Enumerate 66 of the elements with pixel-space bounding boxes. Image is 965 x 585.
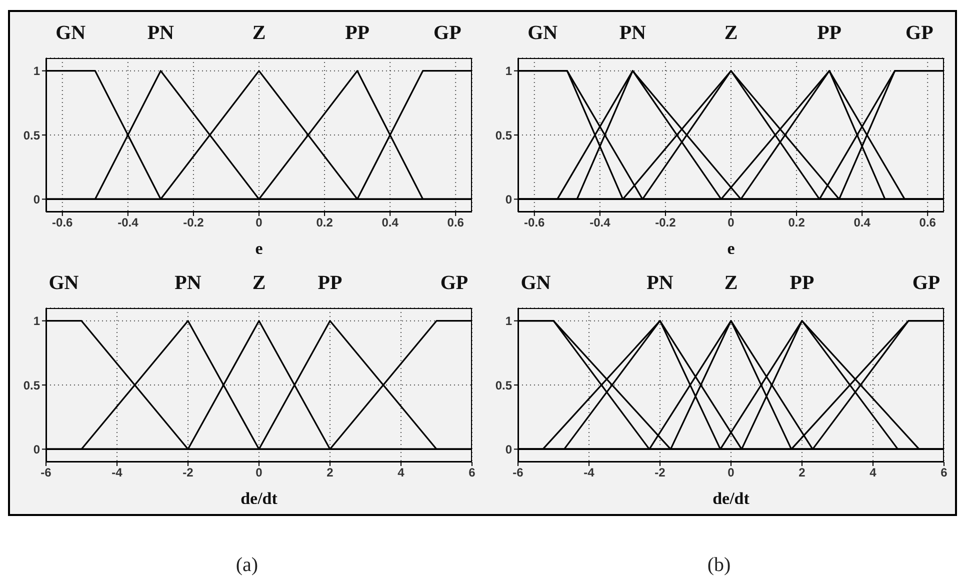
y-tick-label: 1 xyxy=(505,64,512,78)
series-label: PN xyxy=(646,272,674,295)
x-tick-label: -6 xyxy=(40,466,52,480)
series-label: Z xyxy=(251,22,267,45)
x-tick-label: 2 xyxy=(326,466,334,480)
x-tick-label: 4 xyxy=(398,466,405,480)
y-tick-label: 1 xyxy=(33,314,40,328)
series-label: Z xyxy=(723,272,739,295)
series-label: GP xyxy=(439,272,470,295)
x-tick-label: -0.2 xyxy=(655,216,676,230)
x-tick-label: -2 xyxy=(654,466,666,480)
series-label: PP xyxy=(344,22,371,45)
y-tick-label: 0.5 xyxy=(495,378,512,392)
x-axis-title: e xyxy=(255,239,264,258)
series-label: GN xyxy=(54,22,87,45)
x-tick-label: 2 xyxy=(798,466,806,480)
series-label: PN xyxy=(174,272,202,295)
x-tick-label: 6 xyxy=(940,466,948,480)
y-tick-label: 0 xyxy=(505,192,512,206)
x-tick-label: 0.2 xyxy=(316,216,334,230)
x-tick-label: -0.6 xyxy=(52,216,74,230)
y-tick-label: 0.5 xyxy=(23,378,40,392)
series-label: PP xyxy=(816,22,843,45)
x-tick-label: 6 xyxy=(468,466,476,480)
series-label: PP xyxy=(316,272,344,295)
y-tick-label: 1 xyxy=(505,314,512,328)
x-tick-label: 0.4 xyxy=(854,216,871,230)
series-label: Z xyxy=(723,22,739,45)
x-tick-label: -4 xyxy=(112,466,123,480)
series-label: PP xyxy=(788,272,816,295)
series-label: GN xyxy=(526,22,559,45)
x-tick-label: 0.4 xyxy=(382,216,399,230)
x-tick-label: -6 xyxy=(512,466,524,480)
x-tick-label: -0.4 xyxy=(590,216,611,230)
series-label: GN xyxy=(48,272,80,295)
x-tick-label: 0 xyxy=(728,216,735,230)
x-tick-label: -0.2 xyxy=(183,216,204,230)
series-label: GP xyxy=(432,22,462,45)
x-tick-label: -4 xyxy=(584,466,595,480)
y-tick-label: 0 xyxy=(505,442,512,456)
y-tick-label: 1 xyxy=(33,64,40,78)
y-tick-label: 0 xyxy=(33,192,40,206)
series-label: PN xyxy=(618,22,648,45)
series-label: PN xyxy=(146,22,176,45)
x-tick-label: 0 xyxy=(256,466,263,480)
y-tick-label: 0.5 xyxy=(23,128,40,142)
x-tick-label: 0.6 xyxy=(447,216,464,230)
x-tick-label: -2 xyxy=(182,466,194,480)
series-label: GP xyxy=(904,22,934,45)
y-tick-label: 0.5 xyxy=(495,128,512,142)
x-axis-title: de/dt xyxy=(240,489,278,508)
text: (b) xyxy=(706,554,732,577)
x-tick-label: 0.2 xyxy=(788,216,806,230)
x-tick-label: 0 xyxy=(256,216,263,230)
x-axis-title: e xyxy=(727,239,736,258)
series-label: Z xyxy=(251,272,267,295)
series-label: GP xyxy=(911,272,942,295)
x-tick-label: 4 xyxy=(870,466,877,480)
text: (a) xyxy=(234,554,260,577)
y-tick-label: 0 xyxy=(33,442,40,456)
x-tick-label: 0.6 xyxy=(919,216,936,230)
series-label: GN xyxy=(520,272,552,295)
x-tick-label: -0.4 xyxy=(118,216,139,230)
x-tick-label: 0 xyxy=(728,466,735,480)
x-tick-label: -0.6 xyxy=(524,216,546,230)
x-axis-title: de/dt xyxy=(712,489,750,508)
